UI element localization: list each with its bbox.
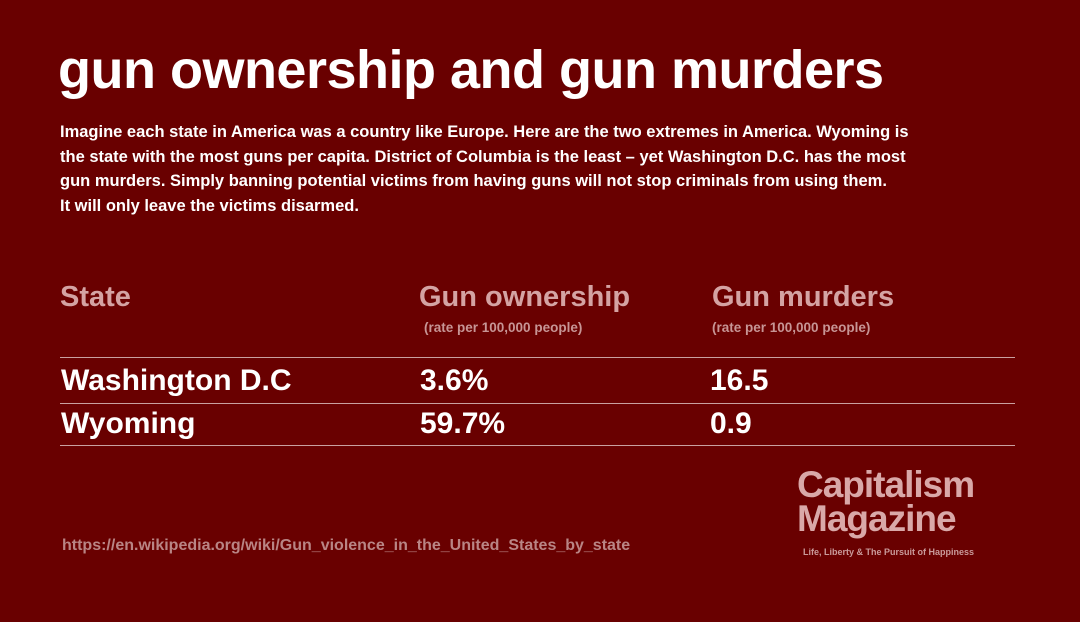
intro-paragraph: Imagine each state in America was a coun… [60,120,1020,218]
header-gun-murders: Gun murders [712,281,895,313]
table-row: Washington D.C 3.6% 16.5 [0,361,1080,401]
cell-state: Washington D.C [61,364,292,397]
table-divider [60,357,1015,358]
source-link[interactable]: https://en.wikipedia.org/wiki/Gun_violen… [62,537,631,554]
intro-line: gun murders. Simply banning potential vi… [60,172,887,190]
table-divider [60,403,1015,404]
intro-line: It will only leave the victims disarmed. [60,196,359,215]
header-state: State [60,281,131,313]
header-gun-murders-sub: (rate per 100,000 people) [712,320,871,335]
page-title: gun ownership and gun murders [58,40,884,100]
table-divider [60,445,1015,446]
logo-line: Magazine [797,498,957,539]
capitalism-magazine-logo: Capitalism Magazine Life, Liberty & The … [797,466,997,562]
intro-line: Imagine each state in America was a coun… [60,123,909,141]
logo-tagline: Life, Liberty & The Pursuit of Happiness [803,547,975,557]
cell-gun-ownership: 3.6% [420,364,489,397]
cell-gun-murders: 0.9 [710,407,752,440]
intro-line: the state with the most guns per capita.… [60,147,906,166]
header-gun-ownership: Gun ownership [419,281,631,313]
header-gun-ownership-sub: (rate per 100,000 people) [424,320,583,335]
cell-gun-murders: 16.5 [710,364,769,397]
table-row: Wyoming 59.7% 0.9 [0,404,1080,444]
cell-state: Wyoming [61,407,196,440]
logo-line: Capitalism [797,464,975,505]
cell-gun-ownership: 59.7% [420,407,506,440]
